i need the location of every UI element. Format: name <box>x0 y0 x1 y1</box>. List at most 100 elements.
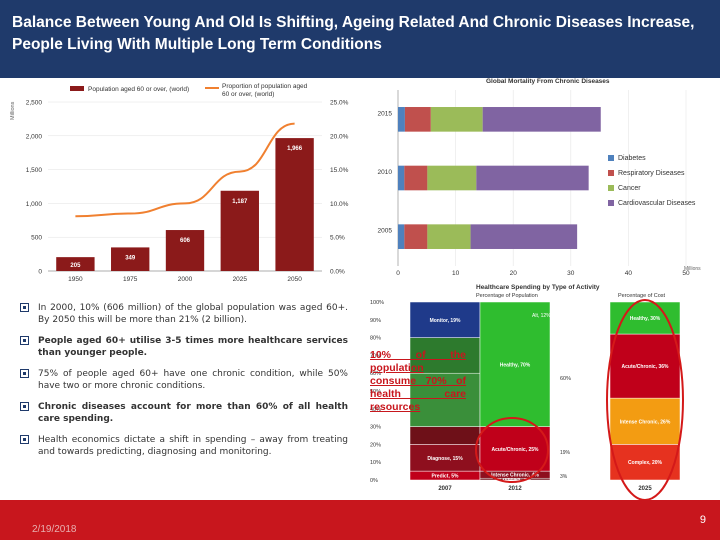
bullet-item: Health economics dictate a shift in spen… <box>20 434 348 458</box>
x-axis-label: Millions <box>684 266 701 272</box>
title-bar: Balance Between Young And Old Is Shiftin… <box>0 0 720 78</box>
stacked-segment <box>479 301 551 427</box>
bullet-text: Chronic diseases account for more than 6… <box>38 402 348 424</box>
stacked-segment <box>609 301 681 335</box>
data-label: 349 <box>125 255 136 261</box>
segment-label: Acute/Chronic, 25% <box>492 447 540 453</box>
segment-label: Complex, 1% <box>499 477 531 483</box>
bullet-text: Health economics dictate a shift in spen… <box>38 435 348 457</box>
x-tick-label: 0 <box>396 270 400 277</box>
y-axis-label: Millions <box>10 101 16 120</box>
data-label: 1,187 <box>232 199 248 205</box>
stacked-segment <box>609 397 681 445</box>
x-tick-label: 2000 <box>178 276 193 283</box>
stacked-segment <box>479 426 551 472</box>
chart-title: Healthcare Spending by Type of Activity <box>476 284 600 291</box>
legend-swatch <box>608 200 614 206</box>
bar <box>220 190 259 271</box>
y2-tick-label: 25.0% <box>330 100 349 107</box>
bar <box>165 230 205 271</box>
footer-bar: 2/19/2018 9 <box>0 500 720 540</box>
legend-label-population: Population aged 60 or over, (world) <box>88 86 189 93</box>
x-tick-label: 2050 <box>287 276 302 283</box>
segment-label: Predict, 5% <box>432 474 460 480</box>
legend-swatch <box>608 155 614 161</box>
legend-swatch-population <box>70 86 84 91</box>
bar <box>275 138 314 271</box>
stacked-segment <box>409 301 481 338</box>
x-tick-label: 40 <box>625 270 633 277</box>
callout-text: 10% of the population consume 70% of hea… <box>370 349 466 413</box>
bar-segment <box>404 165 428 191</box>
y2-tick-label: 15.0% <box>330 167 349 174</box>
legend-label-line1: Proportion of population aged <box>222 83 308 90</box>
bullet-text: People aged 60+ utilise 3-5 times more h… <box>38 336 348 358</box>
y-tick-label: 2,000 <box>26 133 43 140</box>
legend-label-proportion: Proportion of population aged 60 or over,… <box>222 83 308 98</box>
y-tick-label: 90% <box>370 318 381 324</box>
slide-title: Balance Between Young And Old Is Shiftin… <box>12 14 695 53</box>
x-tick-label: 20 <box>510 270 518 277</box>
column-header: Percentage of Population <box>476 293 538 299</box>
segment-label: Complex, 20% <box>628 460 662 466</box>
bar-segment <box>398 165 405 191</box>
y-tick-label: 2005 <box>378 228 393 235</box>
y-tick-label: 30% <box>370 425 381 431</box>
legend-swatch <box>608 185 614 191</box>
y-tick-label: 1,500 <box>26 167 43 174</box>
data-label: 606 <box>180 238 191 244</box>
segment-label: Intense Chronic, 26% <box>620 419 671 425</box>
x-tick-label: 2025 <box>233 276 248 283</box>
y2-tick-label: 10.0% <box>330 201 349 208</box>
y-tick-label: 1,000 <box>26 201 43 208</box>
y-tick-label: 60% <box>370 371 381 377</box>
segment-label: Intense Chronic, 4% <box>491 473 539 479</box>
x-tick-label: 50 <box>682 270 690 277</box>
bar-segment <box>398 224 405 249</box>
mortality-chart: Global Mortality From Chronic Diseases 0 1… <box>378 78 702 277</box>
bullet-item: People aged 60+ utilise 3-5 times more h… <box>20 335 348 359</box>
segment-label: Diagnose, 15% <box>427 456 463 462</box>
bar-segment <box>470 224 578 249</box>
legend-label: Diabetes <box>618 155 646 162</box>
y-tick-label: 0 <box>38 269 42 276</box>
bullet-item: 75% of people aged 60+ have one chronic … <box>20 368 348 392</box>
y-tick-label: 2010 <box>378 169 393 176</box>
bullet-item: Chronic diseases account for more than 6… <box>20 401 348 425</box>
checkbox-bullet-icon <box>20 402 29 411</box>
bar-segment <box>430 107 483 132</box>
segment-label: Healthy, 70% <box>500 362 531 368</box>
x-tick-label: 2012 <box>508 486 522 492</box>
bar-segment <box>427 165 477 191</box>
stacked-segment <box>409 426 481 445</box>
slide-date: 2/19/2018 <box>32 524 77 535</box>
x-tick-label: 2025 <box>638 486 652 492</box>
bar-segment <box>404 107 431 132</box>
page-number: 9 <box>699 514 706 526</box>
bar <box>111 247 150 271</box>
y-tick-label: 2015 <box>378 110 393 117</box>
inline-label: 19% <box>560 450 571 456</box>
y2-tick-label: 5.0% <box>330 235 345 242</box>
data-label: 205 <box>70 263 81 269</box>
y-tick-label: 80% <box>370 336 381 342</box>
legend-swatch <box>608 170 614 176</box>
bullet-item: In 2000, 10% (606 million) of the global… <box>20 302 348 326</box>
checkbox-bullet-icon <box>20 303 29 312</box>
inline-label: 3% <box>560 474 568 480</box>
segment-label: Monitor, 19% <box>430 318 461 324</box>
stacked-segment <box>409 372 481 427</box>
y-tick-label: 10% <box>370 460 381 466</box>
y-tick-label: 70% <box>370 353 381 359</box>
bar-segment <box>398 107 405 132</box>
chart-title: Global Mortality From Chronic Diseases <box>486 78 610 85</box>
legend-label-line2: 60 or over, (world) <box>222 91 274 98</box>
x-tick-label: 1950 <box>68 276 83 283</box>
bar-segment <box>404 224 428 249</box>
column-header: Percentage of Cost <box>618 293 666 299</box>
stacked-segment <box>609 333 681 399</box>
x-tick-label: 30 <box>567 270 575 277</box>
legend-label: Respiratory Diseases <box>618 170 685 177</box>
x-tick-label: 2007 <box>438 486 452 492</box>
inline-label: 60% <box>560 376 571 382</box>
